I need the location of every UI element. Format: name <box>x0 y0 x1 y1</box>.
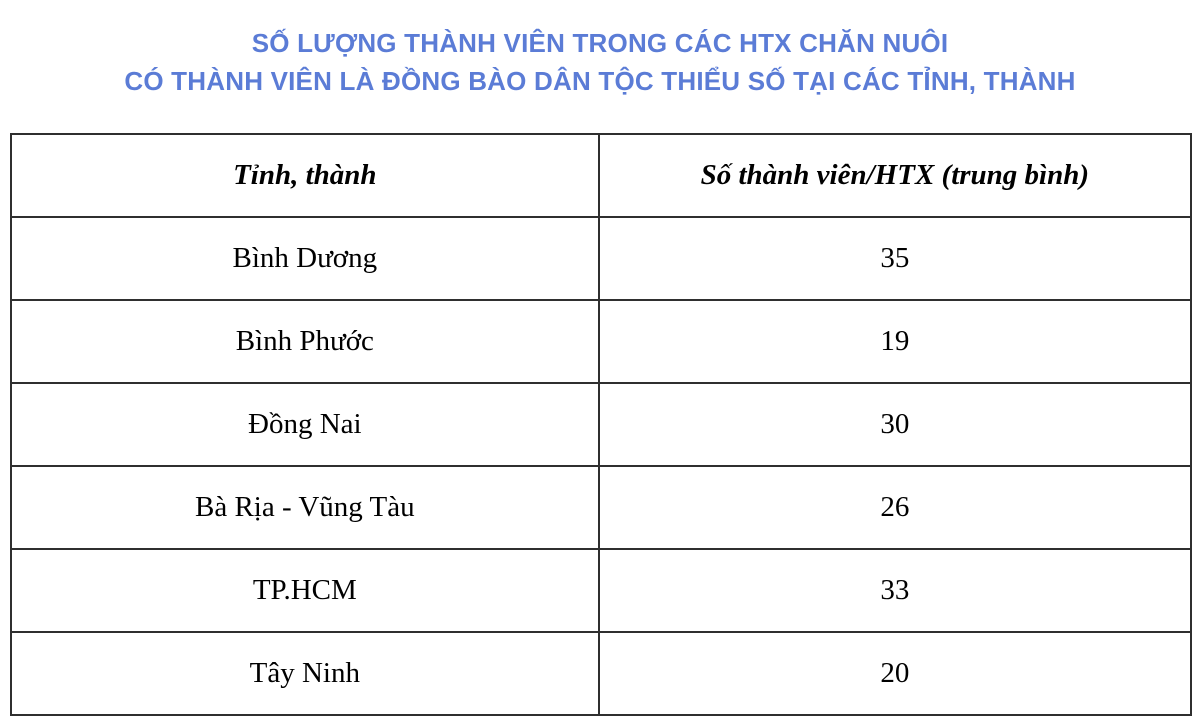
province-cell: Bình Phước <box>10 299 600 384</box>
value-cell: 33 <box>597 548 1193 633</box>
figure-title: SỐ LƯỢNG THÀNH VIÊN TRONG CÁC HTX CHĂN N… <box>0 24 1200 100</box>
header-members-per-htx: Số thành viên/HTX (trung bình) <box>597 133 1193 218</box>
table-row: Bà Rịa - Vũng Tàu 26 <box>10 465 1193 550</box>
province-cell: Tây Ninh <box>10 631 600 716</box>
value-cell: 26 <box>597 465 1193 550</box>
value-cell: 20 <box>597 631 1193 716</box>
province-cell: Bà Rịa - Vũng Tàu <box>10 465 600 550</box>
province-cell: Đồng Nai <box>10 382 600 467</box>
table-header-row: Tỉnh, thành Số thành viên/HTX (trung bìn… <box>10 133 1193 218</box>
figure-title-line-1: SỐ LƯỢNG THÀNH VIÊN TRONG CÁC HTX CHĂN N… <box>251 28 949 58</box>
table-row: TP.HCM 33 <box>10 548 1193 633</box>
figure-title-line-2: CÓ THÀNH VIÊN LÀ ĐỒNG BÀO DÂN TỘC THIỂU … <box>124 66 1076 96</box>
data-table: Tỉnh, thành Số thành viên/HTX (trung bìn… <box>10 133 1193 716</box>
table-row: Đồng Nai 30 <box>10 382 1193 467</box>
province-cell: TP.HCM <box>10 548 600 633</box>
table-row: Tây Ninh 20 <box>10 631 1193 716</box>
value-cell: 19 <box>597 299 1193 384</box>
table-row: Bình Phước 19 <box>10 299 1193 384</box>
value-cell: 35 <box>597 216 1193 301</box>
province-cell: Bình Dương <box>10 216 600 301</box>
table-row: Bình Dương 35 <box>10 216 1193 301</box>
value-cell: 30 <box>597 382 1193 467</box>
header-province: Tỉnh, thành <box>10 133 600 218</box>
